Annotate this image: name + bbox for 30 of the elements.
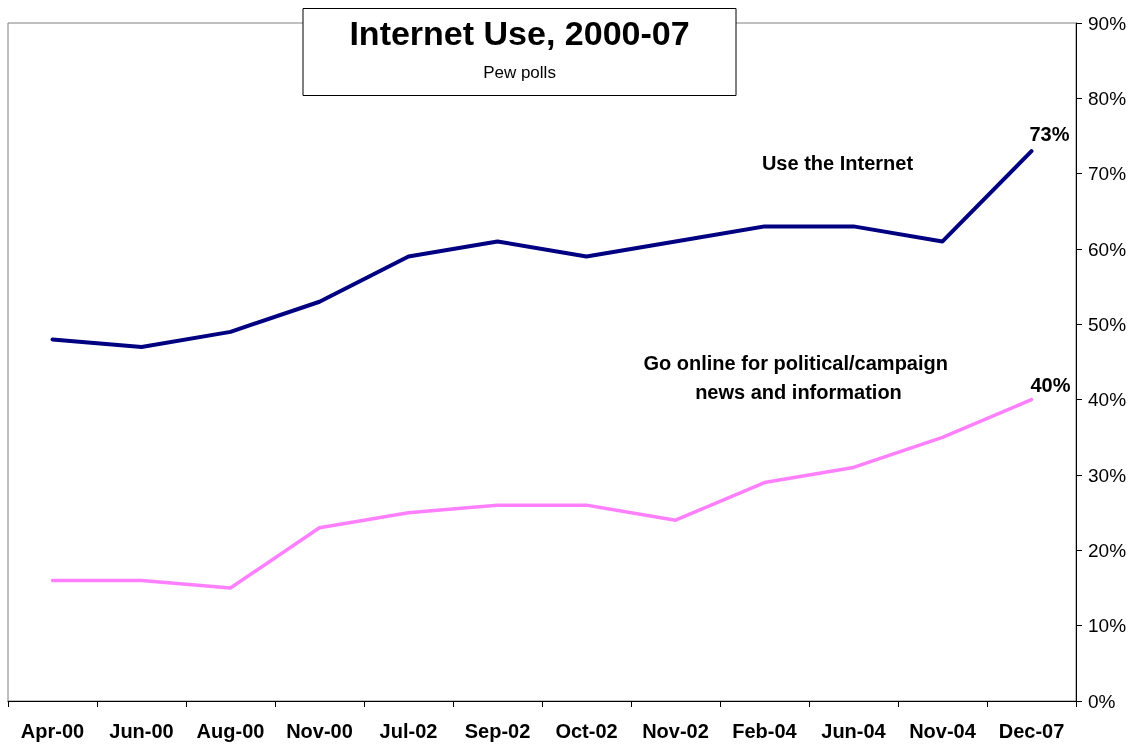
y-tick-label: 90% [1088, 12, 1127, 34]
x-tick-label: Oct-02 [555, 720, 618, 742]
x-tick-label: Jun-00 [109, 720, 174, 742]
x-tick-label: Nov-02 [642, 720, 709, 742]
text: Use the Internet [761, 152, 914, 175]
y-tick-label: 20% [1088, 539, 1127, 561]
text: Pew polls [483, 63, 556, 82]
line-series [50, 149, 1034, 349]
x-tick-label: Aug-00 [196, 720, 265, 742]
y-tick-label: 40% [1088, 389, 1127, 411]
x-tick-label: Jul-02 [379, 720, 438, 742]
y-tick-label: 70% [1088, 163, 1127, 185]
x-tick-label: Apr-00 [20, 720, 85, 742]
data-label: 73% [1029, 123, 1070, 146]
y-tick-label: 0% [1088, 690, 1116, 712]
series-label: Go online for political/campaign news and information [643, 351, 954, 403]
y-tick-label: 30% [1088, 464, 1127, 486]
chart-title: Internet Use, 2000-07 [349, 14, 690, 52]
x-tick-label: Nov-00 [286, 720, 353, 742]
x-tick-label: Jun-04 [821, 720, 887, 742]
line-series [50, 397, 1034, 590]
x-tick-label: Dec-07 [998, 720, 1065, 742]
x-tick-label: Feb-04 [732, 720, 798, 742]
y-tick-label: 80% [1088, 87, 1127, 109]
y-tick-label: 50% [1088, 313, 1127, 335]
y-tick-label: 10% [1088, 615, 1127, 637]
x-tick-label: Nov-04 [909, 720, 977, 742]
x-tick-label: Sep-02 [464, 720, 531, 742]
data-label: 40% [1030, 373, 1071, 396]
y-tick-label: 60% [1088, 238, 1127, 260]
